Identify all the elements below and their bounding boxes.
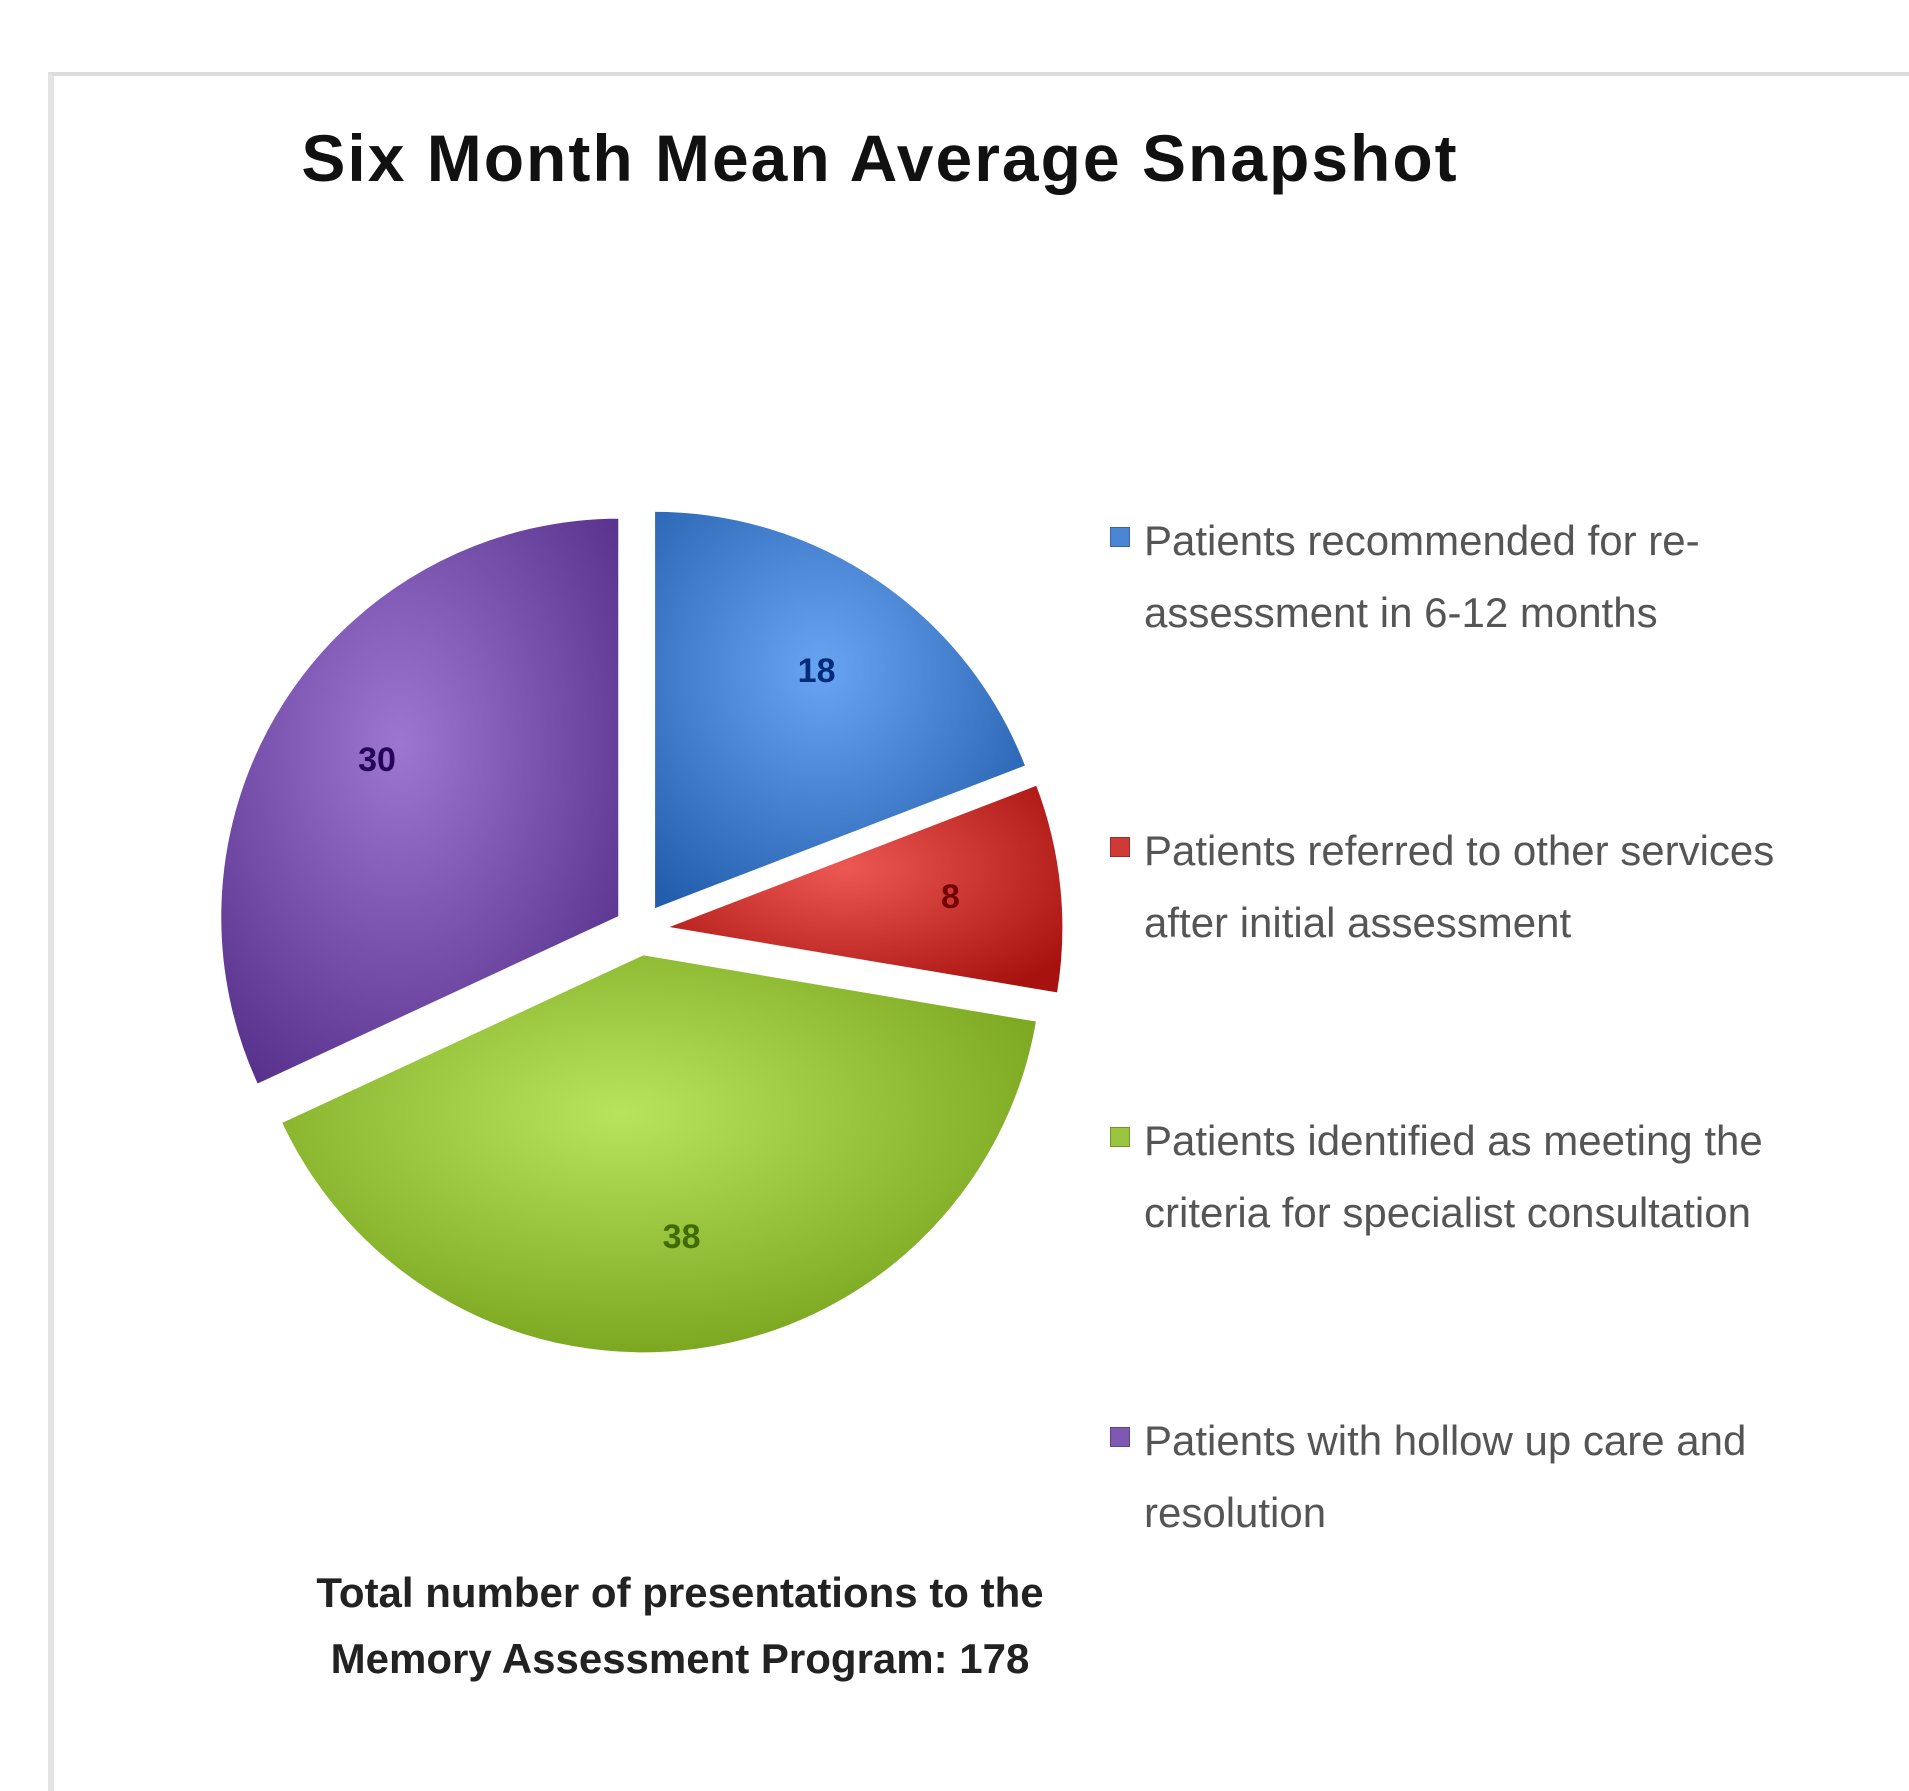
chart-frame <box>48 72 1909 1791</box>
pie-slice <box>652 508 1029 913</box>
legend-swatch <box>1110 837 1130 857</box>
legend-label: Patients recommended for re-assessment i… <box>1144 517 1700 636</box>
pie-value-label: 38 <box>663 1218 701 1256</box>
legend-swatch <box>1110 527 1130 547</box>
legend-label: Patients with hollow up care and resolut… <box>1144 1417 1747 1536</box>
pie-slice <box>658 781 1066 996</box>
chart-title: Six Month Mean Average Snapshot <box>301 121 1459 195</box>
legend-item: Patients referred to other services afte… <box>1110 815 1900 959</box>
pie-value-label: 30 <box>358 741 396 779</box>
legend-label: Patients identified as meeting the crite… <box>1144 1117 1763 1236</box>
legend-swatch <box>1110 1127 1130 1147</box>
pie-slice <box>278 952 1040 1356</box>
legend-label: Patients referred to other services afte… <box>1144 827 1775 946</box>
legend-item: Patients identified as meeting the crite… <box>1110 1105 1900 1249</box>
pie-value-label: 18 <box>798 652 836 690</box>
total-presentations-text: Total number of presentations to the Mem… <box>316 1569 1044 1682</box>
pie-slice <box>218 515 622 1088</box>
legend-item: Patients with hollow up care and resolut… <box>1110 1405 1900 1549</box>
legend-swatch <box>1110 1427 1130 1447</box>
legend-item: Patients recommended for re-assessment i… <box>1110 505 1900 649</box>
pie-value-label: 8 <box>941 878 960 916</box>
